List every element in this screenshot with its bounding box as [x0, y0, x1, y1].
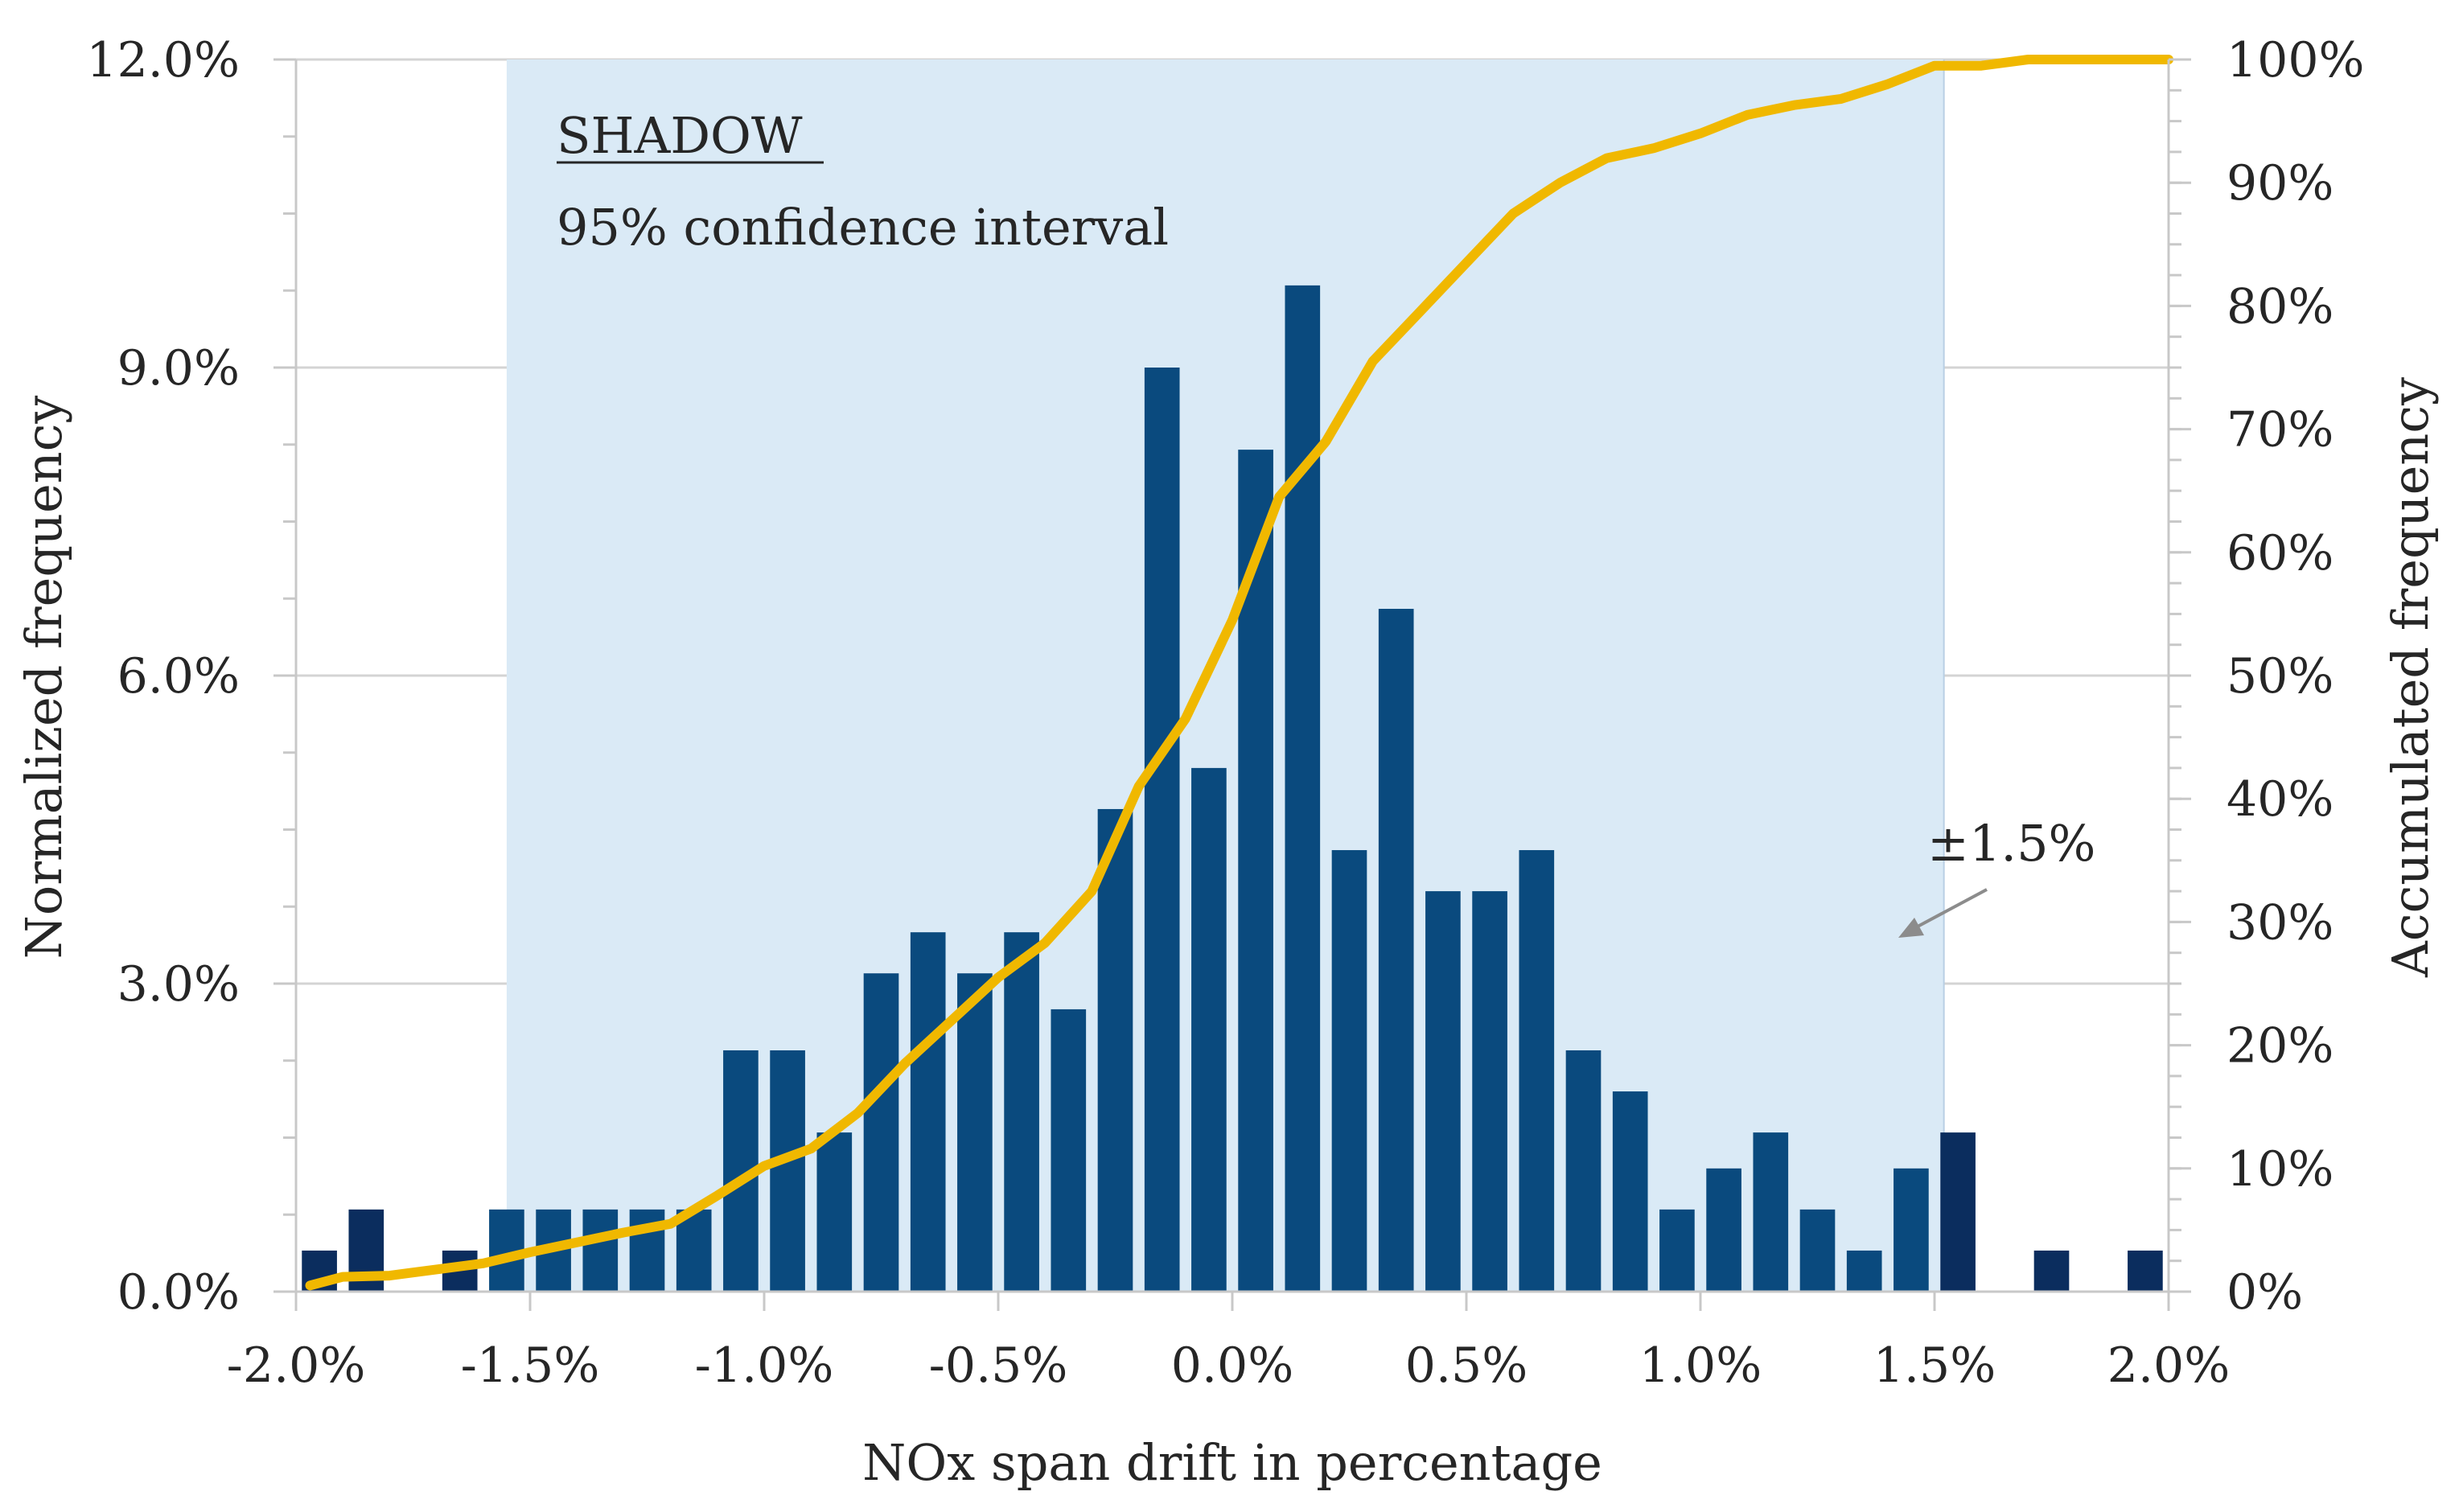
range-arrow: [1917, 888, 1988, 928]
x-tick-label: -0.5%: [929, 1337, 1068, 1394]
y-left-tick-label: 0.0%: [117, 1264, 240, 1321]
y-left-tick-label: 3.0%: [117, 956, 240, 1013]
y-left-tick-label: 9.0%: [117, 340, 240, 396]
bar-14: [1004, 932, 1039, 1292]
y-right-tick-label: 60%: [2227, 525, 2333, 581]
bar-33: [1894, 1168, 1929, 1292]
y-right-tick-label: 0%: [2227, 1264, 2303, 1321]
y-right-tick-label: 30%: [2227, 894, 2333, 951]
bar-16: [1097, 808, 1133, 1292]
y-axis-right-title: Accumulated frequency: [2381, 377, 2440, 978]
x-tick-label: -2.0%: [227, 1337, 366, 1394]
y-left-tick-label: 6.0%: [117, 648, 240, 705]
y-right-tick-label: 90%: [2227, 155, 2333, 212]
y-right-tick-label: 50%: [2227, 648, 2333, 705]
range-label: ±1.5%: [1927, 814, 2095, 873]
bar-7: [676, 1209, 712, 1292]
cumulative-line-layer: [305, 55, 2173, 1291]
bar-5: [582, 1209, 619, 1292]
bar-34: [1940, 1132, 1976, 1292]
y-right-tick-label: 70%: [2227, 402, 2333, 458]
bar-23: [1425, 891, 1461, 1292]
y-right-tick-label: 100%: [2227, 32, 2365, 88]
x-tick-label: -1.0%: [695, 1337, 834, 1394]
bar-15: [1051, 1009, 1087, 1292]
bar-20: [1285, 285, 1321, 1292]
bar-22: [1378, 609, 1414, 1292]
cumulative-frequency-line: [305, 55, 2173, 1291]
annotation-subtitle: 95% confidence interval: [557, 198, 1169, 257]
x-tick-label: 0.5%: [1405, 1337, 1528, 1394]
bar-19: [1238, 450, 1273, 1292]
bar-30: [1753, 1132, 1789, 1292]
bar-32: [1846, 1250, 1882, 1292]
bar-31: [1799, 1209, 1836, 1292]
bar-21: [1331, 850, 1367, 1292]
x-tick-label: 1.0%: [1639, 1337, 1762, 1394]
y-right-tick-label: 40%: [2227, 771, 2333, 828]
x-axis-title: NOx span drift in percentage: [862, 1433, 1602, 1492]
x-tick-label: 0.0%: [1171, 1337, 1293, 1394]
y-axis-left-title: Normalized frequency: [14, 396, 73, 959]
annotation-block: SHADOW 95% confidence interval ±1.5%: [557, 106, 2095, 938]
bar-17: [1144, 368, 1180, 1292]
bar-25: [1519, 850, 1555, 1292]
bar-35: [2033, 1250, 2070, 1292]
y-left-tick-label: 12.0%: [86, 32, 240, 88]
bar-29: [1706, 1168, 1741, 1292]
bar-11: [863, 973, 899, 1292]
y-right-tick-label: 10%: [2227, 1141, 2333, 1198]
bar-24: [1472, 891, 1507, 1292]
bar-18: [1191, 767, 1227, 1292]
bar-36: [2128, 1250, 2163, 1292]
bars-layer: [302, 285, 2163, 1292]
bar-28: [1659, 1209, 1695, 1292]
bar-9: [770, 1050, 805, 1292]
bar-27: [1612, 1091, 1648, 1292]
y-right-tick-label: 20%: [2227, 1018, 2333, 1074]
annotation-title: SHADOW: [557, 106, 803, 165]
x-tick-label: 2.0%: [2107, 1337, 2230, 1394]
bar-12: [910, 932, 946, 1292]
bar-13: [957, 973, 993, 1292]
axes-layer: 0.0% 3.0% 6.0% 9.0% 12.0% 0% 10% 20% 30% 40% 50% 60…: [86, 32, 2364, 1394]
y-right-tick-label: 80%: [2227, 278, 2333, 335]
range-arrowhead: [1898, 918, 1924, 938]
x-tick-label: 1.5%: [1873, 1337, 1996, 1394]
bar-26: [1565, 1050, 1602, 1292]
bar-10: [816, 1132, 853, 1292]
x-tick-label: -1.5%: [461, 1337, 600, 1394]
